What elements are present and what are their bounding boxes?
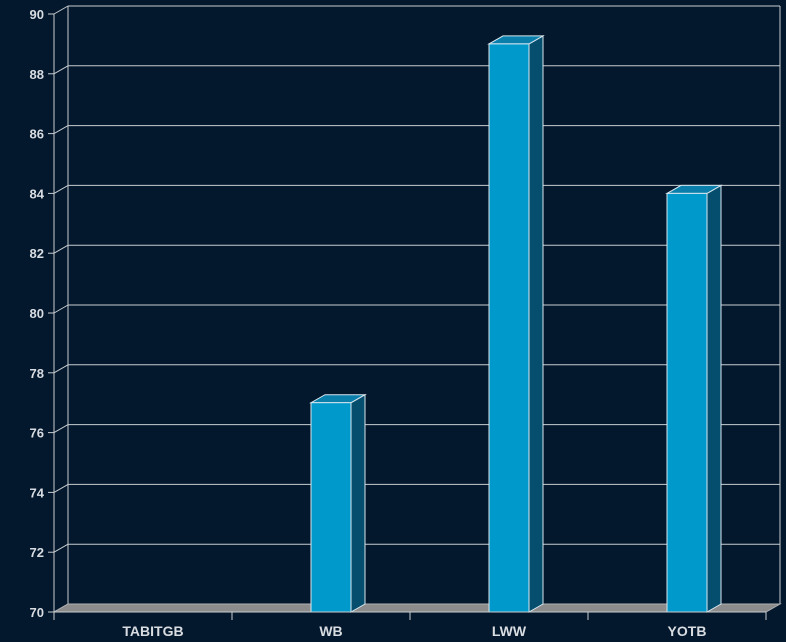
bar-side (350, 393, 366, 613)
y-tick-label: 88 (30, 67, 44, 82)
bar-front (666, 192, 708, 613)
bar (665, 184, 723, 613)
y-tick-label: 72 (30, 545, 44, 560)
gridline-depth (53, 304, 69, 314)
axis-labels: 70 72 74 76 78 80 82 84 86 88 90 TABITGB WB LWW YOTB (30, 7, 707, 639)
gridline-depth (53, 543, 69, 553)
y-tick-label: 78 (30, 366, 44, 381)
bar-side (528, 35, 544, 613)
y-tick-label: 90 (30, 7, 44, 22)
bar-side (706, 184, 722, 613)
gridline-depth (53, 364, 69, 374)
y-tick-label: 80 (30, 306, 44, 321)
y-tick-label: 74 (30, 485, 45, 500)
gridlines (53, 5, 781, 613)
y-tick-label: 84 (30, 186, 45, 201)
bar-front (488, 43, 530, 613)
y-tick-label: 76 (30, 426, 44, 441)
gridline-depth (53, 483, 69, 493)
gridline-depth (53, 244, 69, 254)
gridline-depth (53, 65, 69, 75)
y-tick-label: 82 (30, 246, 44, 261)
gridline-depth (53, 5, 69, 15)
bar (487, 35, 545, 613)
gridline-depth (53, 424, 69, 434)
gridline-depth (53, 184, 69, 194)
bar-front (310, 402, 352, 613)
x-tick-label: YOTB (668, 623, 707, 639)
gridline-depth (53, 125, 69, 135)
x-tick-label: LWW (492, 623, 527, 639)
bars (309, 35, 723, 613)
bar (309, 393, 367, 613)
y-tick-label: 70 (30, 605, 44, 620)
axes (48, 13, 767, 620)
x-tick-label: WB (319, 623, 342, 639)
y-tick-label: 86 (30, 127, 44, 142)
x-tick-label: TABITGB (122, 623, 183, 639)
